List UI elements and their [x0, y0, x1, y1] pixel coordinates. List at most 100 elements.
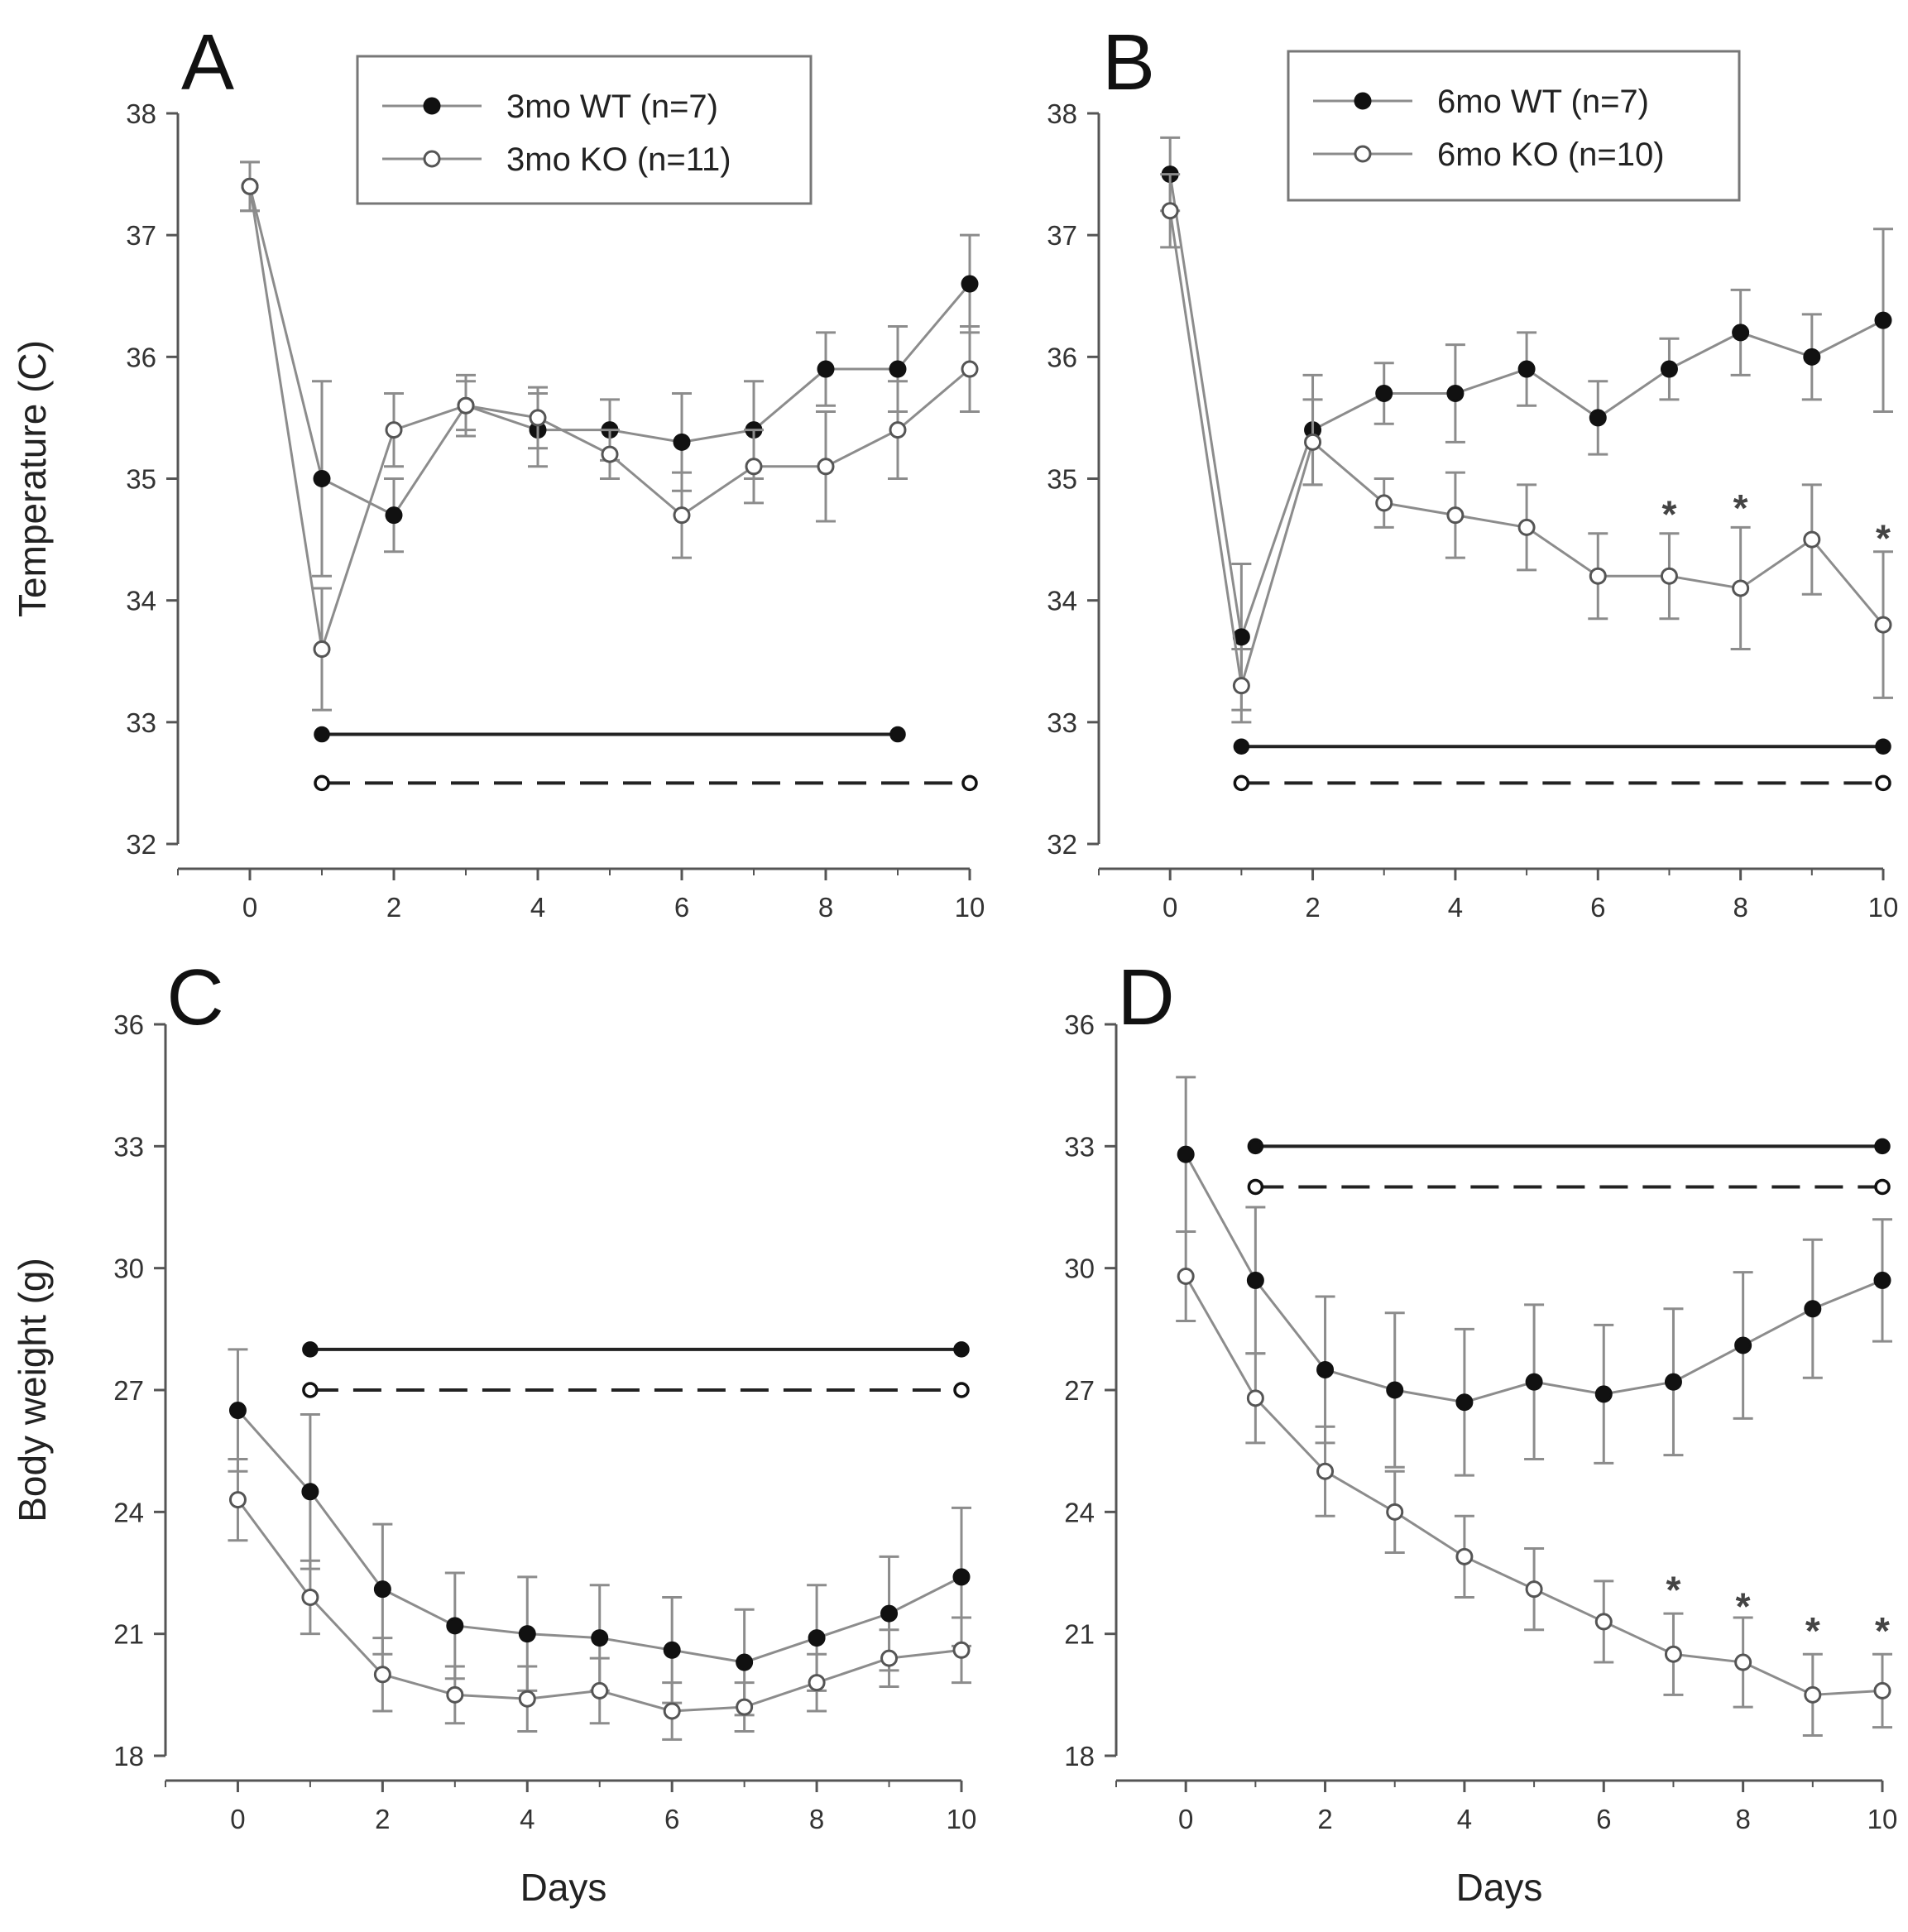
data-point: [1517, 518, 1536, 536]
data-point: [808, 1629, 826, 1647]
x-tick-label: 6: [1590, 892, 1605, 923]
data-point: [1873, 1681, 1891, 1699]
series-ko: [1160, 173, 1893, 724]
x-tick-label: 4: [530, 892, 545, 923]
significance-bar-end: [314, 774, 330, 792]
y-tick-label: 21: [113, 1619, 144, 1650]
significance-star: *: [1876, 517, 1891, 560]
data-point: [1873, 1271, 1891, 1289]
data-point: [1232, 677, 1250, 695]
y-tick-label: 32: [126, 829, 156, 860]
data-point: [1664, 1645, 1682, 1663]
significance-bar-end: [953, 1341, 970, 1358]
data-point: [1246, 1271, 1264, 1289]
data-point: [1594, 1385, 1613, 1403]
panel-letter: B: [1102, 18, 1155, 107]
panel-a: 32 33 34 35 36 37 38 0 2 4 6 8 10 A Temperature (C) 3mo…: [11, 18, 985, 923]
series-line: [1168, 210, 1885, 687]
significance-star: *: [1733, 487, 1748, 530]
x-tick-label: 0: [1178, 1804, 1193, 1834]
data-point: [1803, 530, 1821, 549]
legend-label: 6mo WT (n=7): [1437, 84, 1649, 120]
data-point: [1804, 1685, 1822, 1704]
data-point: [1304, 433, 1322, 451]
data-point: [1732, 579, 1750, 597]
x-tick-label: 10: [1868, 892, 1899, 923]
data-point: [313, 470, 331, 487]
y-tick-label: 36: [1047, 342, 1077, 372]
panel-letter: D: [1117, 953, 1174, 1042]
y-tick-label: 32: [1047, 829, 1077, 860]
data-point: [518, 1625, 536, 1643]
data-point: [591, 1681, 609, 1699]
legend-label: 3mo KO (n=11): [506, 141, 731, 178]
y-tick-label: 18: [113, 1741, 144, 1771]
data-point: [889, 421, 907, 439]
x-tick-label: 2: [386, 892, 401, 923]
y-tick-label: 30: [113, 1254, 144, 1284]
data-point: [1525, 1580, 1543, 1599]
x-tick-label: 10: [1867, 1804, 1898, 1834]
series-ko: [240, 161, 980, 712]
data-point: [1316, 1462, 1335, 1480]
significance-bar-end: [1874, 1178, 1891, 1196]
legend: 6mo WT (n=7) 6mo KO (n=10): [1287, 50, 1741, 202]
legend-label: 6mo KO (n=10): [1437, 137, 1665, 173]
x-axis-title: Days: [520, 1866, 607, 1909]
y-tick-label: 36: [126, 342, 156, 372]
data-point: [1316, 1360, 1335, 1378]
data-point: [736, 1698, 754, 1716]
significance-star: *: [1666, 1569, 1681, 1612]
y-tick-label: 30: [1064, 1254, 1095, 1284]
significance-bar-end: [1247, 1178, 1264, 1196]
data-point: [385, 506, 403, 525]
data-point: [952, 1568, 971, 1586]
x-tick-label: 2: [1305, 892, 1320, 923]
series-wt: [1160, 136, 1893, 712]
y-tick-label: 37: [126, 220, 156, 251]
data-point: [1455, 1393, 1474, 1412]
data-point: [745, 458, 763, 476]
y-tick-label: 37: [1047, 220, 1077, 251]
data-point: [1177, 1267, 1195, 1285]
data-point: [518, 1690, 536, 1708]
x-tick-label: 8: [809, 1804, 824, 1834]
data-point: [1375, 384, 1393, 402]
significance-bar-end: [1247, 1138, 1264, 1155]
y-tick-label: 36: [1064, 1009, 1095, 1040]
legend-swatch-marker: [1354, 92, 1372, 110]
data-point: [961, 360, 979, 378]
y-tick-label: 18: [1064, 1741, 1095, 1771]
data-point: [591, 1629, 609, 1647]
legend-swatch-marker: [423, 97, 441, 115]
x-tick-label: 10: [947, 1804, 977, 1834]
data-point: [446, 1685, 464, 1704]
data-point: [241, 177, 259, 195]
data-point: [673, 506, 691, 525]
legend-swatch-marker: [1354, 145, 1372, 163]
data-point: [663, 1641, 681, 1659]
significance-star: *: [1662, 492, 1677, 535]
significance-bar-end: [302, 1341, 319, 1358]
x-tick-label: 4: [1457, 1804, 1472, 1834]
significance-bar-end: [953, 1382, 970, 1398]
data-point: [1246, 1389, 1264, 1407]
series-wt: [1176, 1076, 1892, 1477]
data-point: [1446, 506, 1465, 525]
series-ko: [228, 1457, 971, 1741]
y-tick-label: 27: [1064, 1375, 1095, 1406]
data-point: [446, 1617, 464, 1635]
x-tick-label: 4: [520, 1804, 535, 1834]
data-point: [1589, 567, 1607, 585]
data-point: [952, 1641, 971, 1659]
significance-bar-end: [1233, 738, 1250, 755]
significance-bar-end: [314, 726, 330, 743]
data-point: [1517, 360, 1536, 378]
data-point: [1177, 1145, 1195, 1163]
legend-box: [1287, 50, 1741, 202]
data-point: [373, 1666, 391, 1684]
significance-bar-end: [889, 726, 906, 743]
y-tick-label: 33: [126, 707, 156, 738]
